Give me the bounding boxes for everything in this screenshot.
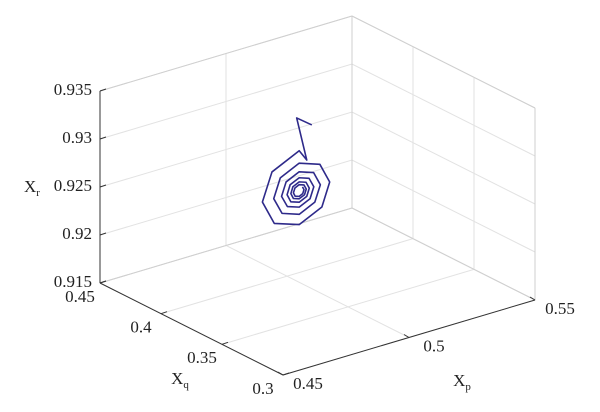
y-tick-label: 0.45 — [65, 287, 95, 306]
grid-line — [99, 111, 536, 205]
xlabel-title: Xp — [453, 371, 471, 393]
grid-line — [99, 159, 536, 253]
z-tick-label: 0.93 — [62, 128, 92, 147]
x-tick — [529, 296, 536, 301]
x-tick — [277, 371, 284, 376]
grid-line — [99, 63, 536, 157]
y-axis — [99, 282, 284, 376]
z-tick-label: 0.915 — [54, 272, 92, 291]
box-edge — [99, 207, 353, 284]
y-tick — [221, 341, 229, 345]
box-edge — [351, 207, 536, 301]
grid-line — [99, 15, 536, 109]
axis-title-sub: p — [465, 381, 471, 393]
x-tick-label: 0.55 — [545, 299, 575, 318]
axis-title-main: X — [453, 371, 465, 390]
box-edge — [351, 15, 536, 109]
grid-line — [160, 46, 414, 315]
y-tick-label: 0.35 — [187, 348, 217, 367]
axis-title-main: X — [24, 177, 36, 196]
axis-title-main: X — [171, 369, 183, 388]
z-tick-label: 0.92 — [62, 224, 92, 243]
z-tick-label: 0.935 — [54, 80, 92, 99]
y-tick — [160, 311, 168, 315]
box-edge — [99, 15, 353, 92]
grid-line — [99, 91, 284, 376]
axis-title-sub: r — [36, 187, 40, 199]
x-tick — [403, 334, 410, 338]
z-tick — [99, 232, 107, 236]
y-tick-label: 0.3 — [252, 379, 273, 398]
trajectory — [261, 117, 331, 226]
y-tick — [99, 280, 107, 284]
x-tick-label: 0.45 — [293, 374, 323, 393]
y-tick — [282, 372, 290, 376]
z-tick — [99, 136, 107, 140]
y-tick-label: 0.4 — [130, 318, 152, 337]
ylabel-title: Xq — [171, 369, 189, 391]
grid-line — [282, 108, 536, 376]
grid-line — [99, 207, 536, 301]
axis-title-sub: q — [183, 379, 189, 391]
grid-line — [221, 77, 475, 345]
z-tick — [99, 88, 107, 92]
z-tick — [99, 184, 107, 188]
z-tick-label: 0.925 — [54, 176, 92, 195]
x-tick-label: 0.5 — [423, 336, 444, 355]
zlabel-title: Xr — [24, 177, 40, 199]
